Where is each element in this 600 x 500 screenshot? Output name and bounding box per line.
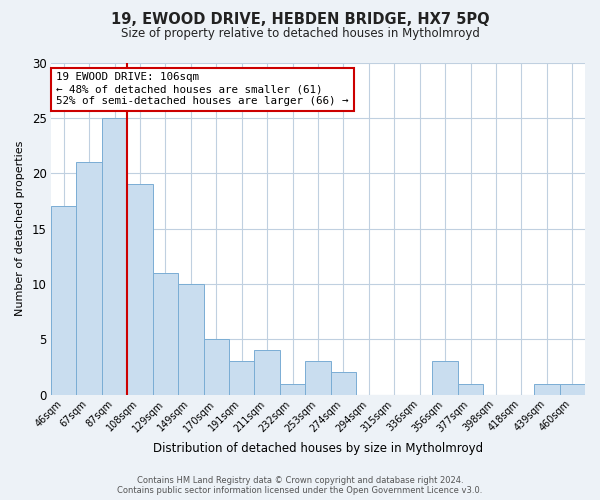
- Bar: [229, 362, 254, 394]
- Bar: [127, 184, 153, 394]
- X-axis label: Distribution of detached houses by size in Mytholmroyd: Distribution of detached houses by size …: [153, 442, 483, 455]
- Bar: [153, 273, 178, 394]
- Text: Size of property relative to detached houses in Mytholmroyd: Size of property relative to detached ho…: [121, 28, 479, 40]
- Y-axis label: Number of detached properties: Number of detached properties: [15, 141, 25, 316]
- Bar: [254, 350, 280, 395]
- Bar: [305, 362, 331, 394]
- Bar: [178, 284, 203, 395]
- Text: Contains HM Land Registry data © Crown copyright and database right 2024.
Contai: Contains HM Land Registry data © Crown c…: [118, 476, 482, 495]
- Bar: [433, 362, 458, 394]
- Bar: [560, 384, 585, 394]
- Bar: [458, 384, 483, 394]
- Bar: [280, 384, 305, 394]
- Text: 19, EWOOD DRIVE, HEBDEN BRIDGE, HX7 5PQ: 19, EWOOD DRIVE, HEBDEN BRIDGE, HX7 5PQ: [110, 12, 490, 28]
- Bar: [331, 372, 356, 394]
- Text: 19 EWOOD DRIVE: 106sqm
← 48% of detached houses are smaller (61)
52% of semi-det: 19 EWOOD DRIVE: 106sqm ← 48% of detached…: [56, 72, 349, 106]
- Bar: [51, 206, 76, 394]
- Bar: [102, 118, 127, 394]
- Bar: [203, 339, 229, 394]
- Bar: [534, 384, 560, 394]
- Bar: [76, 162, 102, 394]
